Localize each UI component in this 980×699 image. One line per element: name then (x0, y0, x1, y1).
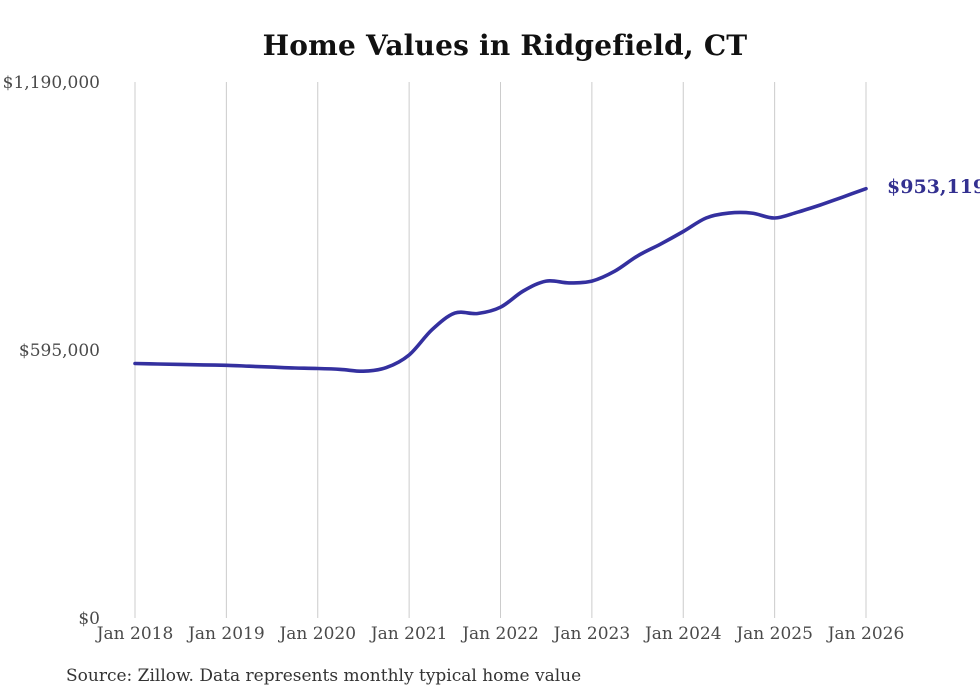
x-tick-label: Jan 2024 (644, 624, 722, 644)
chart-title: Home Values in Ridgefield, CT (262, 29, 748, 62)
x-tick-label: Jan 2025 (736, 624, 813, 644)
x-tick-label: Jan 2018 (96, 624, 174, 644)
x-tick-label: Jan 2021 (370, 624, 448, 644)
gridlines (134, 82, 867, 618)
y-tick-label: $0 (78, 609, 100, 629)
x-tick-label: Jan 2020 (279, 624, 357, 644)
x-tick-label: Jan 2022 (462, 624, 539, 644)
y-tick-label: $1,190,000 (2, 73, 100, 93)
home-value-line (133, 186, 868, 374)
source-note: Source: Zillow. Data represents monthly … (66, 666, 582, 686)
x-tick-label: Jan 2026 (827, 624, 905, 644)
x-tick-label: Jan 2023 (553, 624, 631, 644)
y-tick-label: $595,000 (18, 341, 100, 361)
end-value-label: $953,119 (887, 175, 980, 198)
x-tick-label: Jan 2019 (188, 624, 265, 644)
